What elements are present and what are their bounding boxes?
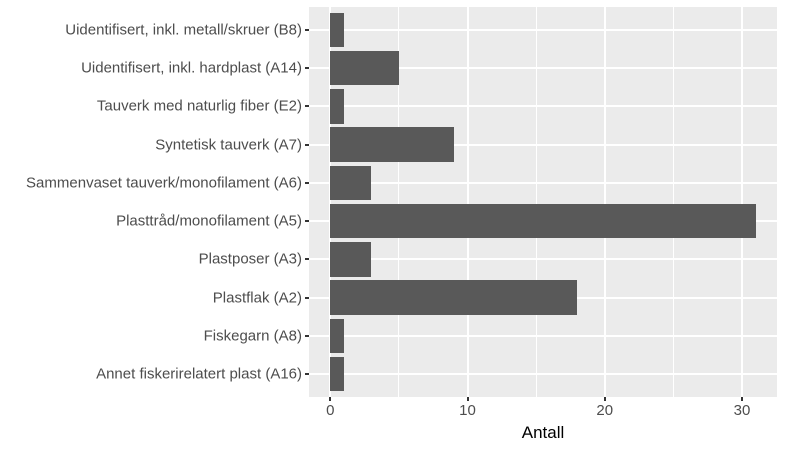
y-axis-tick bbox=[305, 296, 309, 299]
x-axis-tick bbox=[466, 397, 469, 401]
bar bbox=[330, 242, 372, 277]
gridline-minor-x bbox=[398, 7, 400, 397]
y-axis-label: Plasttråd/monofilament (A5) bbox=[116, 212, 302, 230]
plot-panel bbox=[309, 7, 777, 397]
bar bbox=[330, 50, 399, 86]
gridline-major-y bbox=[309, 258, 777, 261]
gridline-major-y bbox=[309, 67, 777, 70]
bar bbox=[330, 127, 454, 162]
gridline-major-x bbox=[329, 7, 332, 397]
x-axis-tick-label: 0 bbox=[326, 402, 335, 419]
y-axis-tick bbox=[305, 334, 309, 337]
y-axis-label: Syntetisk tauverk (A7) bbox=[155, 136, 302, 154]
y-axis-label: Sammenvaset tauverk/monofilament (A6) bbox=[26, 174, 302, 192]
y-axis-label: Plastposer (A3) bbox=[198, 250, 302, 268]
y-axis-label: Uidentifisert, inkl. hardplast (A14) bbox=[81, 59, 302, 77]
bar bbox=[330, 280, 578, 315]
bar bbox=[330, 89, 344, 124]
gridline-major-y bbox=[309, 334, 777, 337]
x-axis-tick bbox=[741, 397, 743, 401]
y-axis-label: Uidentifisert, inkl. metall/skruer (B8) bbox=[65, 21, 302, 39]
y-axis-label: Annet fiskerirelatert plast (A16) bbox=[96, 365, 302, 383]
y-axis-tick bbox=[305, 28, 309, 31]
y-axis-tick bbox=[305, 373, 309, 376]
gridline-minor-x bbox=[535, 7, 537, 397]
gridline-major-y bbox=[309, 181, 777, 184]
bar bbox=[330, 165, 372, 201]
y-axis-tick bbox=[305, 220, 309, 223]
y-axis-tick bbox=[305, 181, 309, 184]
y-axis-label: Tauverk med naturlig fiber (E2) bbox=[96, 97, 302, 115]
y-axis-label: Plastflak (A2) bbox=[212, 289, 302, 307]
x-axis-title: Antall bbox=[521, 423, 565, 442]
gridline-major-y bbox=[309, 143, 777, 146]
x-axis-tick bbox=[329, 397, 332, 401]
gridline-major-y bbox=[309, 373, 777, 376]
x-axis-tick-label: 10 bbox=[459, 402, 476, 419]
bar bbox=[330, 318, 344, 354]
gridline-major-x bbox=[603, 7, 606, 397]
gridline-major-y bbox=[309, 28, 777, 31]
gridline-major-y bbox=[309, 105, 777, 108]
gridline-major-x bbox=[741, 7, 743, 397]
y-axis-label: Fiskegarn (A8) bbox=[203, 327, 302, 345]
x-axis-tick bbox=[603, 397, 606, 401]
x-axis-tick-label: 20 bbox=[596, 402, 614, 419]
y-axis-tick bbox=[305, 67, 309, 70]
y-axis-tick bbox=[305, 105, 309, 108]
gridline-minor-x bbox=[672, 7, 674, 397]
bar bbox=[330, 356, 344, 392]
x-axis-tick-label: 30 bbox=[733, 402, 751, 419]
gridline-major-x bbox=[466, 7, 469, 397]
y-axis-tick bbox=[305, 143, 309, 146]
bar bbox=[330, 12, 344, 48]
bar bbox=[330, 203, 756, 239]
y-axis-tick bbox=[305, 258, 309, 261]
